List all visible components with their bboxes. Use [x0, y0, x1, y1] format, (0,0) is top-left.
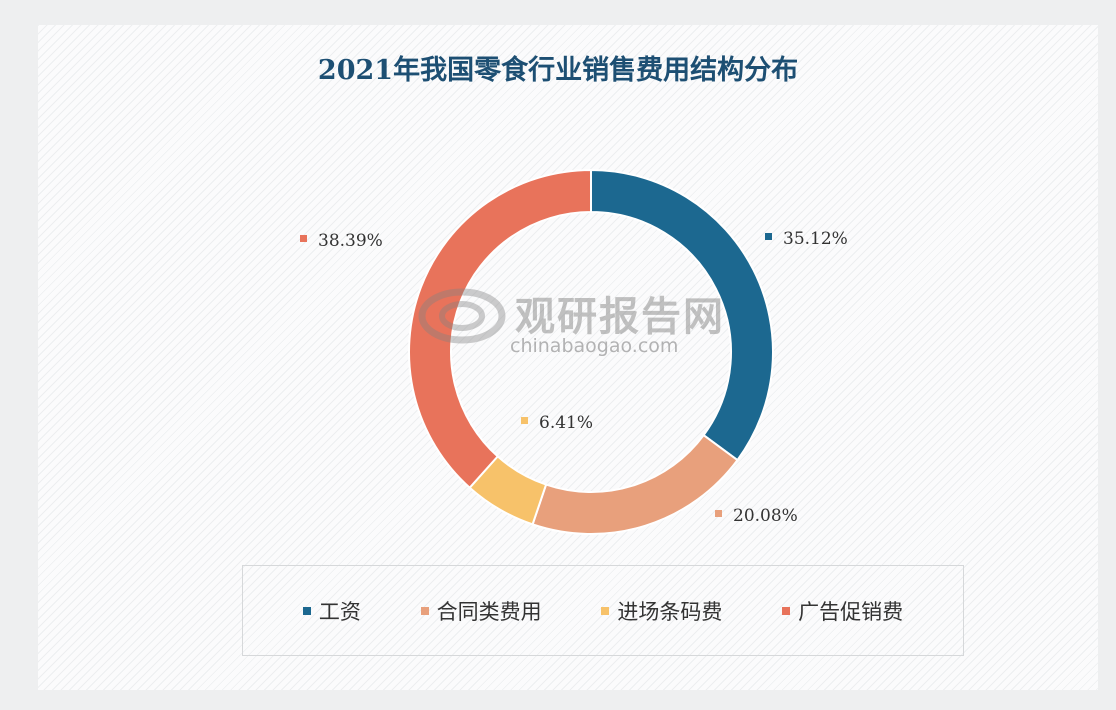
data-label-marker: [521, 417, 528, 424]
donut-slice[interactable]: [408, 168, 592, 490]
data-label-marker: [300, 235, 307, 242]
chart-card: [38, 25, 1098, 690]
legend-swatch: [601, 606, 610, 615]
watermark-name: 观研报告网: [515, 294, 725, 340]
legend-swatch: [420, 606, 429, 615]
donut-slice[interactable]: [531, 433, 739, 535]
data-label-marker: [715, 510, 722, 517]
legend-label: 广告促销费: [798, 599, 904, 624]
watermark-logo-icon: [418, 288, 506, 344]
legend-label: 工资: [318, 599, 361, 624]
data-label: 35.12%: [783, 229, 848, 249]
data-label: 6.41%: [539, 413, 593, 433]
legend-item[interactable]: 合同类费用: [420, 596, 542, 626]
watermark-url: chinabaogao.com: [510, 335, 679, 357]
legend-item[interactable]: 进场条码费: [601, 596, 722, 626]
data-label: 38.39%: [318, 231, 383, 251]
data-label: 20.08%: [733, 506, 798, 526]
legend-label: 合同类费用: [436, 599, 542, 624]
legend-label: 进场条码费: [617, 599, 723, 624]
legend-item[interactable]: 广告促销费: [782, 596, 903, 626]
chart-legend: 工资 合同类费用 进场条码费 广告促销费: [242, 565, 964, 656]
legend-swatch: [302, 606, 311, 615]
data-label-marker: [765, 233, 772, 240]
legend-item[interactable]: 工资: [302, 596, 361, 626]
legend-swatch: [782, 606, 791, 615]
chart-title: 2021年我国零食行业销售费用结构分布: [317, 55, 799, 86]
